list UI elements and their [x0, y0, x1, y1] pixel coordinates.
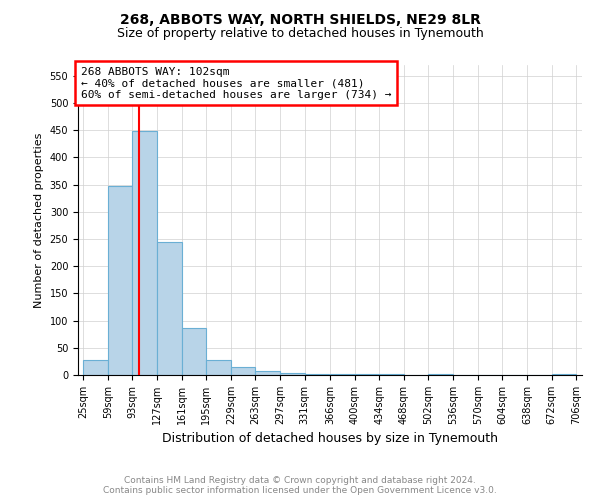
- X-axis label: Distribution of detached houses by size in Tynemouth: Distribution of detached houses by size …: [162, 432, 498, 446]
- Bar: [379, 374, 404, 375]
- Bar: [231, 368, 256, 375]
- Bar: [133, 131, 157, 375]
- Bar: [305, 374, 329, 375]
- Bar: [330, 374, 355, 375]
- Text: Size of property relative to detached houses in Tynemouth: Size of property relative to detached ho…: [116, 28, 484, 40]
- Bar: [157, 242, 182, 375]
- Text: 268, ABBOTS WAY, NORTH SHIELDS, NE29 8LR: 268, ABBOTS WAY, NORTH SHIELDS, NE29 8LR: [119, 12, 481, 26]
- Bar: [280, 374, 305, 375]
- Bar: [107, 186, 133, 375]
- Bar: [355, 374, 379, 375]
- Y-axis label: Number of detached properties: Number of detached properties: [34, 132, 44, 308]
- Bar: [256, 371, 280, 375]
- Bar: [83, 360, 107, 375]
- Bar: [428, 374, 453, 375]
- Text: Contains HM Land Registry data © Crown copyright and database right 2024.
Contai: Contains HM Land Registry data © Crown c…: [103, 476, 497, 495]
- Bar: [182, 328, 206, 375]
- Text: 268 ABBOTS WAY: 102sqm
← 40% of detached houses are smaller (481)
60% of semi-de: 268 ABBOTS WAY: 102sqm ← 40% of detached…: [80, 66, 391, 100]
- Bar: [551, 374, 576, 375]
- Bar: [206, 360, 231, 375]
